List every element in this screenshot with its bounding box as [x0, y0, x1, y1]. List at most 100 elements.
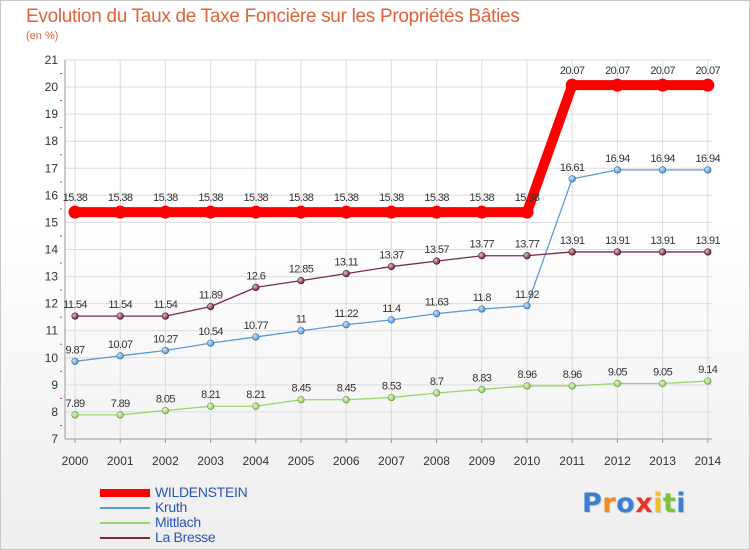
logo-letter: i [653, 488, 663, 519]
data-label-kruth: 16.94 [650, 153, 675, 165]
data-label-wildenstein: 15.38 [198, 192, 223, 204]
data-label-wildenstein: 20.07 [650, 65, 675, 77]
legend-swatch-mittlach [100, 522, 150, 524]
legend-swatch-kruth [100, 507, 150, 509]
x-tick-label: 2010 [514, 454, 541, 468]
data-label-la-bresse: 11.54 [108, 299, 132, 311]
legend-label-kruth: Kruth [155, 499, 187, 515]
legend-item-kruth: Kruth [100, 499, 360, 515]
data-label-mittlach: 8.7 [430, 376, 444, 388]
x-tick-label: 2011 [559, 454, 585, 468]
data-point-wildenstein [204, 205, 218, 219]
data-label-kruth: 11.92 [515, 289, 539, 301]
data-point-wildenstein [158, 205, 172, 219]
x-tick-label: 2004 [242, 454, 269, 468]
data-label-mittlach: 8.96 [517, 369, 536, 381]
data-label-la-bresse: 13.91 [696, 235, 721, 247]
data-label-mittlach: 8.45 [337, 383, 356, 395]
data-point-shine [523, 252, 531, 259]
data-point-wildenstein [68, 205, 82, 219]
data-label-la-bresse: 13.11 [334, 257, 358, 269]
y-tick-label: 19 [45, 107, 59, 121]
y-tick-label: 15 [45, 215, 59, 229]
data-label-wildenstein: 15.38 [470, 192, 495, 204]
data-point-wildenstein [113, 205, 127, 219]
data-point-shine [117, 312, 124, 320]
legend-swatch-la-bresse [100, 537, 150, 539]
data-point-shine [297, 277, 305, 284]
data-point-shine [388, 394, 395, 401]
y-tick-label: 14 [45, 243, 59, 257]
data-point-wildenstein [565, 78, 579, 92]
data-point-shine [704, 248, 711, 256]
data-point-shine [433, 389, 440, 397]
data-point-shine [614, 166, 621, 174]
data-point-shine [343, 396, 350, 403]
data-point-wildenstein [475, 205, 489, 219]
data-point-shine [297, 396, 305, 403]
legend-item-mittlach: Mittlach [100, 514, 360, 530]
x-tick-label: 2007 [378, 454, 405, 468]
data-label-la-bresse: 11.89 [199, 290, 223, 302]
x-tick-label: 2014 [694, 454, 721, 468]
data-point-shine [478, 252, 485, 259]
data-label-wildenstein: 15.38 [424, 192, 449, 204]
data-label-mittlach: 7.89 [65, 398, 84, 410]
data-label-kruth: 11.8 [473, 292, 492, 304]
data-point-shine [659, 380, 666, 387]
x-tick-label: 2013 [649, 454, 676, 468]
data-label-wildenstein: 15.38 [515, 192, 540, 204]
x-tick-label: 2006 [333, 454, 360, 468]
data-point-shine [162, 407, 169, 414]
logo-letter: o [616, 488, 636, 519]
data-point-shine [343, 321, 350, 328]
data-label-kruth: 10.54 [198, 326, 223, 338]
legend-label-mittlach: Mittlach [155, 514, 201, 530]
y-tick-label: 18 [45, 134, 59, 148]
data-label-kruth: 11.63 [425, 297, 449, 309]
data-point-shine [704, 166, 711, 174]
data-label-wildenstein: 15.38 [244, 192, 269, 204]
data-label-la-bresse: 11.54 [154, 299, 178, 311]
data-label-wildenstein: 15.38 [63, 192, 88, 204]
data-point-shine [433, 310, 440, 317]
y-tick-label: 8 [51, 405, 58, 419]
data-label-kruth: 10.27 [153, 333, 178, 345]
data-point-shine [343, 270, 350, 277]
data-point-shine [523, 382, 531, 390]
data-point-shine [569, 175, 576, 183]
data-point-shine [297, 327, 305, 334]
data-point-shine [569, 382, 576, 390]
data-point-shine [659, 166, 666, 174]
y-tick-label: 12 [45, 297, 59, 311]
data-label-kruth: 11.4 [382, 303, 401, 315]
data-label-wildenstein: 20.07 [696, 65, 721, 77]
x-tick-label: 2003 [197, 454, 224, 468]
data-point-shine [252, 284, 259, 291]
data-label-mittlach: 9.05 [653, 367, 672, 379]
data-label-kruth: 10.77 [244, 320, 269, 332]
logo-letter: t [662, 488, 677, 519]
y-tick-label: 10 [45, 351, 59, 365]
data-point-wildenstein [610, 78, 624, 92]
data-point-shine [614, 248, 621, 256]
y-tick-label: 21 [45, 53, 59, 67]
x-tick-label: 2012 [604, 454, 631, 468]
data-point-shine [478, 386, 485, 393]
data-point-shine [207, 339, 214, 347]
data-label-la-bresse: 13.91 [560, 235, 585, 247]
data-point-shine [162, 347, 169, 354]
legend-item-wildenstein: WILDENSTEIN [100, 484, 360, 500]
legend: WILDENSTEIN Kruth Mittlach La Bresse [100, 484, 360, 545]
data-label-mittlach: 8.21 [201, 389, 220, 401]
data-point-wildenstein [294, 205, 308, 219]
x-tick-label: 2005 [288, 454, 315, 468]
data-point-shine [433, 257, 440, 265]
data-label-wildenstein: 15.38 [334, 192, 359, 204]
data-label-wildenstein: 15.38 [289, 192, 314, 204]
legend-label-wildenstein: WILDENSTEIN [155, 484, 248, 500]
data-point-shine [252, 403, 259, 410]
data-point-shine [162, 312, 169, 320]
data-label-kruth: 11.22 [334, 308, 358, 320]
